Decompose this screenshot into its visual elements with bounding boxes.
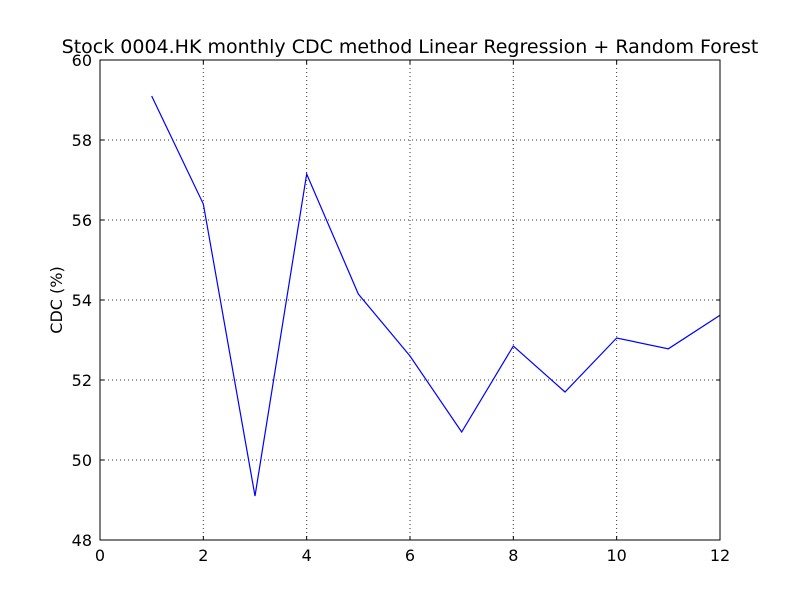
y-tick-label: 58 [72, 131, 92, 150]
y-tick-label: 54 [72, 291, 92, 310]
series-layer [151, 95, 721, 497]
x-tick-label: 6 [405, 546, 415, 565]
ticks: 0 2 4 6 8 10 12 48 50 52 54 56 58 60 [72, 51, 731, 565]
x-tick-label: 12 [710, 546, 730, 565]
chart-title: Stock 0004.HK monthly CDC method Linear … [62, 36, 759, 58]
series-line [151, 95, 721, 497]
y-axis-label: CDC (%) [47, 266, 66, 333]
grid [100, 60, 720, 540]
x-tick-label: 2 [198, 546, 208, 565]
y-tick-label: 60 [72, 51, 92, 70]
y-tick-label: 56 [72, 211, 92, 230]
x-tick-label: 4 [302, 546, 312, 565]
y-tick-label: 50 [72, 451, 92, 470]
y-tick-label: 52 [72, 371, 92, 390]
y-tick-label: 48 [72, 531, 92, 550]
x-tick-label: 8 [508, 546, 518, 565]
x-tick-label: 10 [606, 546, 626, 565]
x-tick-label: 0 [95, 546, 105, 565]
